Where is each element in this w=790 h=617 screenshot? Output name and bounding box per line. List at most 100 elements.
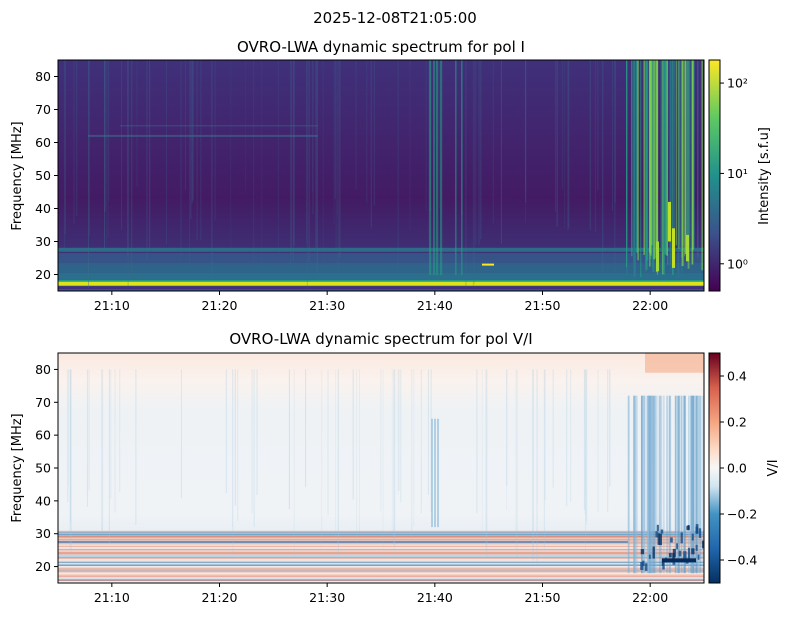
polarization-row [58, 560, 704, 562]
burst-streak [658, 395, 661, 574]
faint-streak [614, 60, 616, 274]
burst-streak [643, 395, 646, 574]
panel-title-pol-i: OVRO-LWA dynamic spectrum for pol I [237, 38, 525, 56]
burst-streak [701, 395, 704, 574]
polarization-row [58, 569, 704, 571]
burst-streak [434, 418, 436, 528]
burst-streak [631, 60, 633, 257]
faint-streak [566, 369, 568, 507]
faint-streak [127, 60, 129, 287]
faint-streak [597, 369, 599, 512]
faint-streak [108, 369, 110, 544]
polarization-row [58, 537, 704, 540]
faint-streak [465, 60, 467, 288]
x-tick-label-pol-i: 21:30 [309, 298, 345, 313]
bright-burst [668, 201, 671, 242]
colorbar-pol-i: 10⁰ 10¹ 10² Intensity [s.f.u] [708, 59, 772, 292]
faint-streak [358, 369, 360, 534]
faint-streak [277, 60, 279, 256]
negative-vi-blob [672, 553, 675, 563]
faint-streak [106, 60, 108, 207]
rfi-row [88, 134, 318, 137]
colorbar-tick-label-pol-i: 10² [727, 76, 748, 91]
faint-streak [321, 369, 323, 547]
negative-vi-blob [642, 560, 645, 567]
faint-streak [307, 60, 309, 291]
negative-vi-blob [695, 524, 699, 534]
burst-streak [455, 60, 457, 275]
faint-streak [306, 60, 308, 244]
polarization-row [58, 554, 704, 557]
faint-streak [609, 369, 611, 487]
faint-streak [552, 369, 554, 488]
burst-streak [660, 60, 663, 252]
burst-streak [633, 395, 635, 574]
polarization-row [58, 543, 704, 545]
x-tick-label-pol-vi: 21:50 [524, 590, 560, 605]
faint-streak [425, 60, 427, 211]
spectral-band [58, 247, 704, 252]
colorbar-tick-label-pol-vi: 0.0 [727, 461, 747, 476]
y-tick-label-pol-i: 20 [35, 267, 51, 282]
faint-streak [253, 60, 255, 264]
burst-streak [637, 60, 639, 261]
burst-streak [626, 60, 628, 268]
burst-streak [636, 60, 639, 253]
negative-vi-blob [676, 543, 678, 550]
heatmap-pol-vi [58, 353, 704, 583]
polarization-row [58, 551, 704, 554]
burst-streak [650, 60, 653, 246]
faint-streak [69, 369, 71, 523]
y-tick-label-pol-vi: 60 [35, 428, 51, 443]
faint-streak [293, 369, 295, 560]
faint-streak [88, 369, 90, 491]
faint-streak [556, 60, 558, 227]
faint-streak [555, 60, 557, 212]
faint-streak [290, 60, 292, 255]
faint-streak [261, 60, 263, 279]
faint-streak [225, 369, 227, 494]
faint-streak [334, 369, 336, 538]
negative-vi-blob [640, 549, 645, 555]
polarization-row [58, 558, 704, 560]
faint-streak [256, 369, 258, 496]
polarization-row [58, 567, 704, 570]
polarization-row [58, 570, 704, 573]
faint-streak [88, 60, 90, 288]
bright-burst [656, 241, 659, 272]
panel-pol-i: OVRO-LWA dynamic spectrum for pol I 20 30… [10, 38, 772, 313]
y-tick-label-pol-vi: 80 [35, 362, 51, 377]
burst-streak [683, 395, 686, 574]
rfi-row [120, 125, 318, 127]
faint-streak [594, 60, 596, 233]
negative-vi-blob [691, 548, 695, 555]
burst-streak [440, 60, 443, 275]
polarization-row [58, 544, 704, 547]
faint-streak [570, 369, 572, 503]
faint-streak [398, 369, 400, 491]
faint-streak [315, 60, 317, 249]
faint-streak [355, 60, 357, 190]
burst-streak [668, 395, 672, 574]
faint-streak [370, 60, 372, 228]
faint-streak [119, 369, 121, 493]
faint-streak [293, 60, 295, 247]
polarization-row [58, 579, 704, 581]
heatmap-pol-i [58, 60, 704, 291]
negative-vi-blob [691, 533, 694, 541]
faint-streak [101, 369, 103, 532]
faint-streak [420, 369, 422, 514]
faint-streak [288, 369, 290, 510]
spectral-band [58, 281, 704, 286]
burst-streak [662, 395, 665, 574]
faint-streak [583, 369, 585, 511]
faint-streak [532, 369, 534, 560]
polarization-row [58, 533, 704, 536]
y-tick-label-pol-i: 30 [35, 234, 51, 249]
faint-streak [105, 60, 107, 243]
spectral-band [58, 272, 704, 280]
colorbar-tick-label-pol-vi: −0.2 [727, 507, 757, 522]
colorbar-label-pol-i: Intensity [s.f.u] [757, 127, 772, 225]
burst-streak [697, 60, 699, 258]
